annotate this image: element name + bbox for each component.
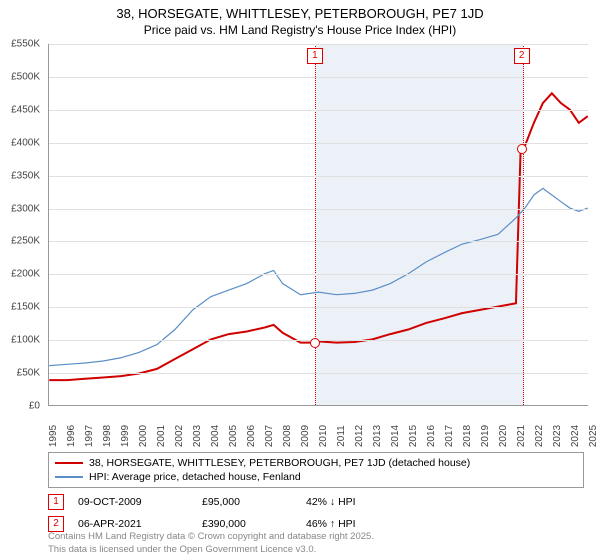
transaction-delta: 46% ↑ HPI bbox=[306, 518, 396, 530]
legend-text: 38, HORSEGATE, WHITTLESEY, PETERBOROUGH,… bbox=[89, 457, 470, 469]
x-tick-label: 2020 bbox=[498, 425, 509, 447]
legend-row: 38, HORSEGATE, WHITTLESEY, PETERBOROUGH,… bbox=[55, 456, 577, 470]
y-tick-label: £50K bbox=[17, 368, 40, 379]
x-tick-label: 2003 bbox=[192, 425, 203, 447]
x-tick-label: 1996 bbox=[66, 425, 77, 447]
legend-row: HPI: Average price, detached house, Fenl… bbox=[55, 470, 577, 484]
transaction-date: 09-OCT-2009 bbox=[78, 496, 188, 508]
x-tick-label: 2009 bbox=[300, 425, 311, 447]
legend-swatch bbox=[55, 476, 83, 477]
y-tick-label: £100K bbox=[11, 335, 40, 346]
x-tick-label: 2015 bbox=[408, 425, 419, 447]
x-tick-label: 1995 bbox=[48, 425, 59, 447]
page-subtitle: Price paid vs. HM Land Registry's House … bbox=[0, 23, 600, 37]
grid-line bbox=[49, 77, 588, 78]
legend-swatch bbox=[55, 462, 83, 464]
series-property_price bbox=[49, 93, 588, 380]
transactions-table: 1 09-OCT-2009 £95,000 42% ↓ HPI 2 06-APR-2021… bbox=[48, 494, 588, 532]
page-title: 38, HORSEGATE, WHITTLESEY, PETERBOROUGH,… bbox=[0, 6, 600, 21]
x-tick-label: 2011 bbox=[336, 425, 347, 447]
x-tick-label: 1997 bbox=[84, 425, 95, 447]
grid-line bbox=[49, 373, 588, 374]
y-tick-label: £350K bbox=[11, 170, 40, 181]
grid-line bbox=[49, 274, 588, 275]
transaction-price: £390,000 bbox=[202, 518, 292, 530]
y-tick-label: £400K bbox=[11, 137, 40, 148]
x-tick-label: 2006 bbox=[246, 425, 257, 447]
x-tick-label: 2019 bbox=[480, 425, 491, 447]
x-tick-label: 1998 bbox=[102, 425, 113, 447]
transaction-date: 06-APR-2021 bbox=[78, 518, 188, 530]
y-tick-label: £550K bbox=[11, 39, 40, 50]
x-tick-label: 2002 bbox=[174, 425, 185, 447]
title-block: 38, HORSEGATE, WHITTLESEY, PETERBOROUGH,… bbox=[0, 0, 600, 37]
y-tick-label: £500K bbox=[11, 71, 40, 82]
transaction-row: 2 06-APR-2021 £390,000 46% ↑ HPI bbox=[48, 516, 588, 532]
x-tick-label: 2005 bbox=[228, 425, 239, 447]
legend-box: 38, HORSEGATE, WHITTLESEY, PETERBOROUGH,… bbox=[48, 452, 584, 488]
chart-container: 38, HORSEGATE, WHITTLESEY, PETERBOROUGH,… bbox=[0, 0, 600, 560]
x-tick-label: 2021 bbox=[516, 425, 527, 447]
grid-line bbox=[49, 209, 588, 210]
transaction-marker: 2 bbox=[48, 516, 64, 532]
y-tick-label: £200K bbox=[11, 269, 40, 280]
y-tick-label: £300K bbox=[11, 203, 40, 214]
grid-line bbox=[49, 307, 588, 308]
x-tick-label: 2025 bbox=[588, 425, 599, 447]
transaction-price: £95,000 bbox=[202, 496, 292, 508]
transaction-row: 1 09-OCT-2009 £95,000 42% ↓ HPI bbox=[48, 494, 588, 510]
chart-lines-svg bbox=[49, 44, 588, 405]
transaction-marker: 1 bbox=[48, 494, 64, 510]
grid-line bbox=[49, 176, 588, 177]
x-tick-label: 2012 bbox=[354, 425, 365, 447]
y-tick-label: £150K bbox=[11, 302, 40, 313]
x-axis-labels: 1995 1996 1997 1998 1999 2000 2001 2002 2003 2004… bbox=[48, 408, 588, 448]
x-tick-label: 2016 bbox=[426, 425, 437, 447]
x-tick-label: 2022 bbox=[534, 425, 545, 447]
footer-attribution: Contains HM Land Registry data © Crown c… bbox=[48, 531, 374, 556]
y-tick-label: £0 bbox=[29, 401, 40, 412]
y-tick-label: £250K bbox=[11, 236, 40, 247]
y-tick-label: £450K bbox=[11, 104, 40, 115]
footer-line-2: This data is licensed under the Open Gov… bbox=[48, 544, 374, 556]
x-tick-label: 2013 bbox=[372, 425, 383, 447]
marker-label-2: 2 bbox=[514, 48, 530, 64]
x-tick-label: 2024 bbox=[570, 425, 581, 447]
y-axis-labels: £0£50K£100K£150K£200K£250K£300K£350K£400… bbox=[0, 44, 44, 406]
x-tick-label: 2007 bbox=[264, 425, 275, 447]
x-tick-label: 2017 bbox=[444, 425, 455, 447]
grid-line bbox=[49, 241, 588, 242]
x-tick-label: 2001 bbox=[156, 425, 167, 447]
grid-line bbox=[49, 44, 588, 45]
x-tick-label: 2008 bbox=[282, 425, 293, 447]
x-tick-label: 2023 bbox=[552, 425, 563, 447]
chart-plot-area: 12 bbox=[48, 44, 588, 406]
x-tick-label: 2004 bbox=[210, 425, 221, 447]
x-tick-label: 2014 bbox=[390, 425, 401, 447]
series-hpi_fenland bbox=[49, 188, 588, 365]
grid-line bbox=[49, 110, 588, 111]
transaction-delta: 42% ↓ HPI bbox=[306, 496, 396, 508]
footer-line-1: Contains HM Land Registry data © Crown c… bbox=[48, 531, 374, 543]
x-tick-label: 1999 bbox=[120, 425, 131, 447]
x-tick-label: 2010 bbox=[318, 425, 329, 447]
marker-dot-1 bbox=[310, 338, 320, 348]
x-tick-label: 2000 bbox=[138, 425, 149, 447]
grid-line bbox=[49, 143, 588, 144]
legend-text: HPI: Average price, detached house, Fenl… bbox=[89, 471, 301, 483]
x-tick-label: 2018 bbox=[462, 425, 473, 447]
marker-label-1: 1 bbox=[307, 48, 323, 64]
marker-dot-2 bbox=[517, 144, 527, 154]
